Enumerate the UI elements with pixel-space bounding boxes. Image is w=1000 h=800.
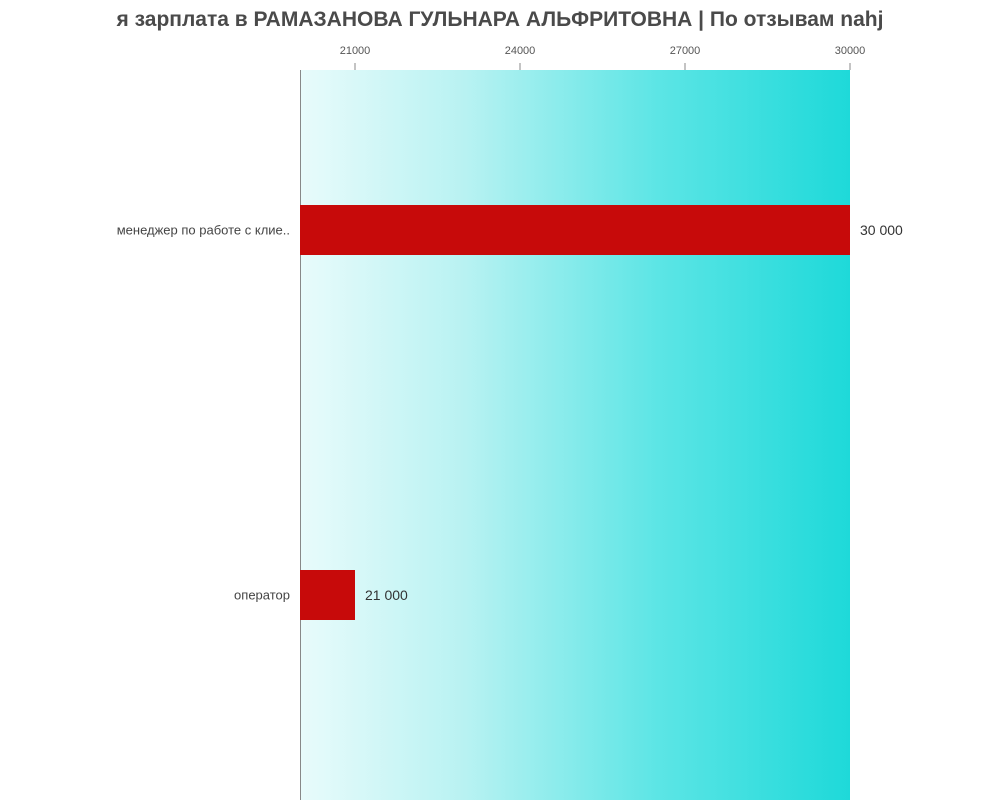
plot-area: 30 000 21 000 [300,70,850,800]
chart-area: 21000 24000 27000 30000 30 000 21 000 ме… [0,45,1000,800]
bar-value-label: 21 000 [365,587,408,603]
category-label: оператор [234,588,290,603]
x-tick-line [685,63,686,70]
category-label: менеджер по работе с клие.. [117,223,290,238]
x-tick: 30000 [835,45,866,57]
x-tick: 21000 [340,45,371,57]
bar [300,570,355,620]
x-tick-line [355,63,356,70]
chart-title: я зарплата в РАМАЗАНОВА ГУЛЬНАРА АЛЬФРИТ… [0,8,1000,32]
bar-row: 21 000 [300,570,850,620]
bar-row: 30 000 [300,205,850,255]
plot-background [300,70,850,800]
bar-value-label: 30 000 [860,222,903,238]
x-axis-ticks: 21000 24000 27000 30000 [300,45,850,70]
x-tick-line [520,63,521,70]
x-tick: 24000 [505,45,536,57]
bar [300,205,850,255]
x-tick-line [850,63,851,70]
x-tick: 27000 [670,45,701,57]
